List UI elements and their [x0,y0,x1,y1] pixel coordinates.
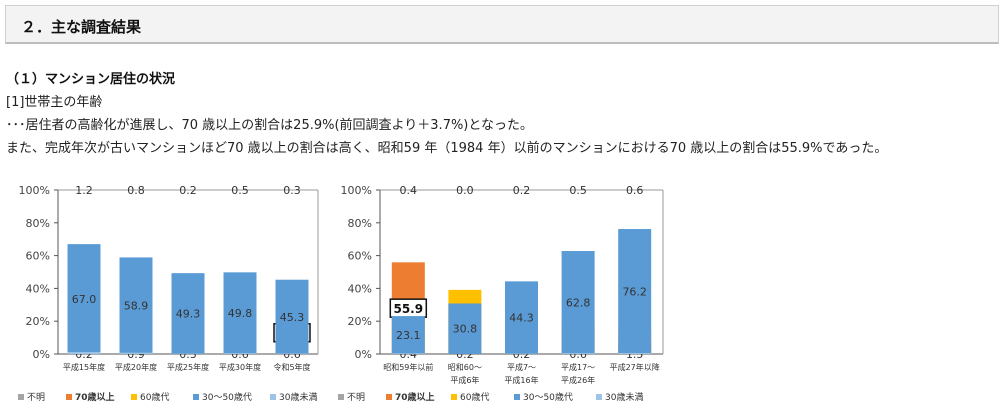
data-label: 0.0 [456,184,474,197]
bar-segment [224,353,257,354]
legend-swatch [514,394,520,400]
y-tick-label: 100% [19,184,50,197]
x-tick-label: 平成26年 [561,375,595,385]
legend-label: 70歳以上 [75,391,115,403]
y-tick-label: 80% [348,217,372,230]
x-tick-label: 平成6年 [450,375,479,385]
y-tick-label: 60% [348,250,372,263]
legend-swatch [386,394,392,400]
summary-line-1: ･･･居住者の高齢化が進展し、70 歳以上の割合は25.9%(前回調査より＋3.… [6,114,533,133]
x-tick-label: 平成30年度 [219,362,261,372]
data-label-highlight: 55.9 [393,302,423,316]
chart-by-completion-year: 0%20%40%60%80%100%0.455.920.323.10.4昭和59… [330,178,670,410]
data-label: 67.0 [72,293,97,306]
x-tick-label: 平成16年 [504,375,538,385]
y-tick-label: 100% [341,184,372,197]
data-label: 0.5 [231,184,249,197]
chart-by-survey-year: 0%20%40%60%80%100%0.210.221.567.01.2平成15… [8,178,328,410]
legend-swatch [270,394,276,400]
x-tick-label: 平成27年以降 [610,362,660,372]
y-tick-label: 80% [26,217,50,230]
bar-segment [392,353,425,354]
legend-label: 30～50歳代 [202,391,252,403]
x-tick-label: 平成25年度 [167,362,209,372]
y-tick-label: 60% [26,250,50,263]
x-tick-label: 昭和60～ [448,363,482,372]
bar-segment [562,353,595,354]
data-label: 58.9 [124,300,149,313]
legend-swatch [18,394,24,400]
legend-label: 60歳代 [460,391,489,403]
data-label: 0.8 [127,184,145,197]
y-tick-label: 40% [26,282,50,295]
y-tick-label: 40% [348,282,372,295]
y-tick-label: 20% [348,315,372,328]
legend-swatch [451,394,457,400]
data-label: 62.8 [566,297,591,310]
x-tick-label: 昭和59年以前 [383,362,433,372]
legend-swatch [193,394,199,400]
chart-by-survey-year-svg: 0%20%40%60%80%100%0.210.221.567.01.2平成15… [8,178,328,410]
legend-label: 70歳以上 [395,391,435,403]
data-label: 0.6 [626,184,644,197]
legend-label: 30歳未満 [279,391,317,403]
bar-segment [68,352,101,354]
subsection-title: （１）マンション居住の状況 [6,68,175,87]
data-label: 45.3 [280,311,305,324]
data-label: 0.4 [400,184,418,197]
data-label: 0.3 [283,184,301,197]
legend-label: 30歳未満 [605,391,643,403]
x-tick-label: 平成17～ [561,362,595,372]
summary-line-2: また、完成年次が古いマンションほど70 歳以上の割合は高く、昭和59 年（198… [6,137,887,156]
data-label: 44.3 [509,312,534,325]
item-label: [1]世帯主の年齢 [6,91,102,110]
x-tick-label: 令和5年度 [273,362,310,372]
legend-swatch [131,394,137,400]
legend-swatch [596,394,602,400]
data-label: 0.5 [569,184,587,197]
data-label: 0.2 [513,184,531,197]
bar-segment [120,353,153,354]
legend-label: 60歳代 [140,391,169,403]
data-label: 23.1 [396,329,421,342]
x-tick-label: 平成15年度 [63,362,105,372]
data-label: 0.2 [179,184,197,197]
legend-label: 30～50歳代 [523,391,573,403]
y-tick-label: 20% [26,315,50,328]
y-tick-label: 0% [355,348,372,361]
legend-label: 不明 [347,392,365,403]
x-tick-label: 平成7～ [507,362,536,372]
data-label: 49.8 [228,307,253,320]
chart-by-completion-year-svg: 0%20%40%60%80%100%0.455.920.323.10.4昭和59… [330,178,670,410]
section-header: ２．主な調査結果 [5,5,999,44]
y-tick-label: 0% [33,348,50,361]
data-label: 30.8 [453,323,478,336]
x-tick-label: 平成20年度 [115,362,157,372]
bar-segment [618,353,651,354]
legend-label: 不明 [27,392,45,403]
data-label: 49.3 [176,308,201,321]
data-label: 1.2 [75,184,93,197]
section-title: ２．主な調査結果 [21,16,141,37]
legend-swatch [338,394,344,400]
data-label: 76.2 [622,286,647,299]
legend-swatch [66,394,72,400]
